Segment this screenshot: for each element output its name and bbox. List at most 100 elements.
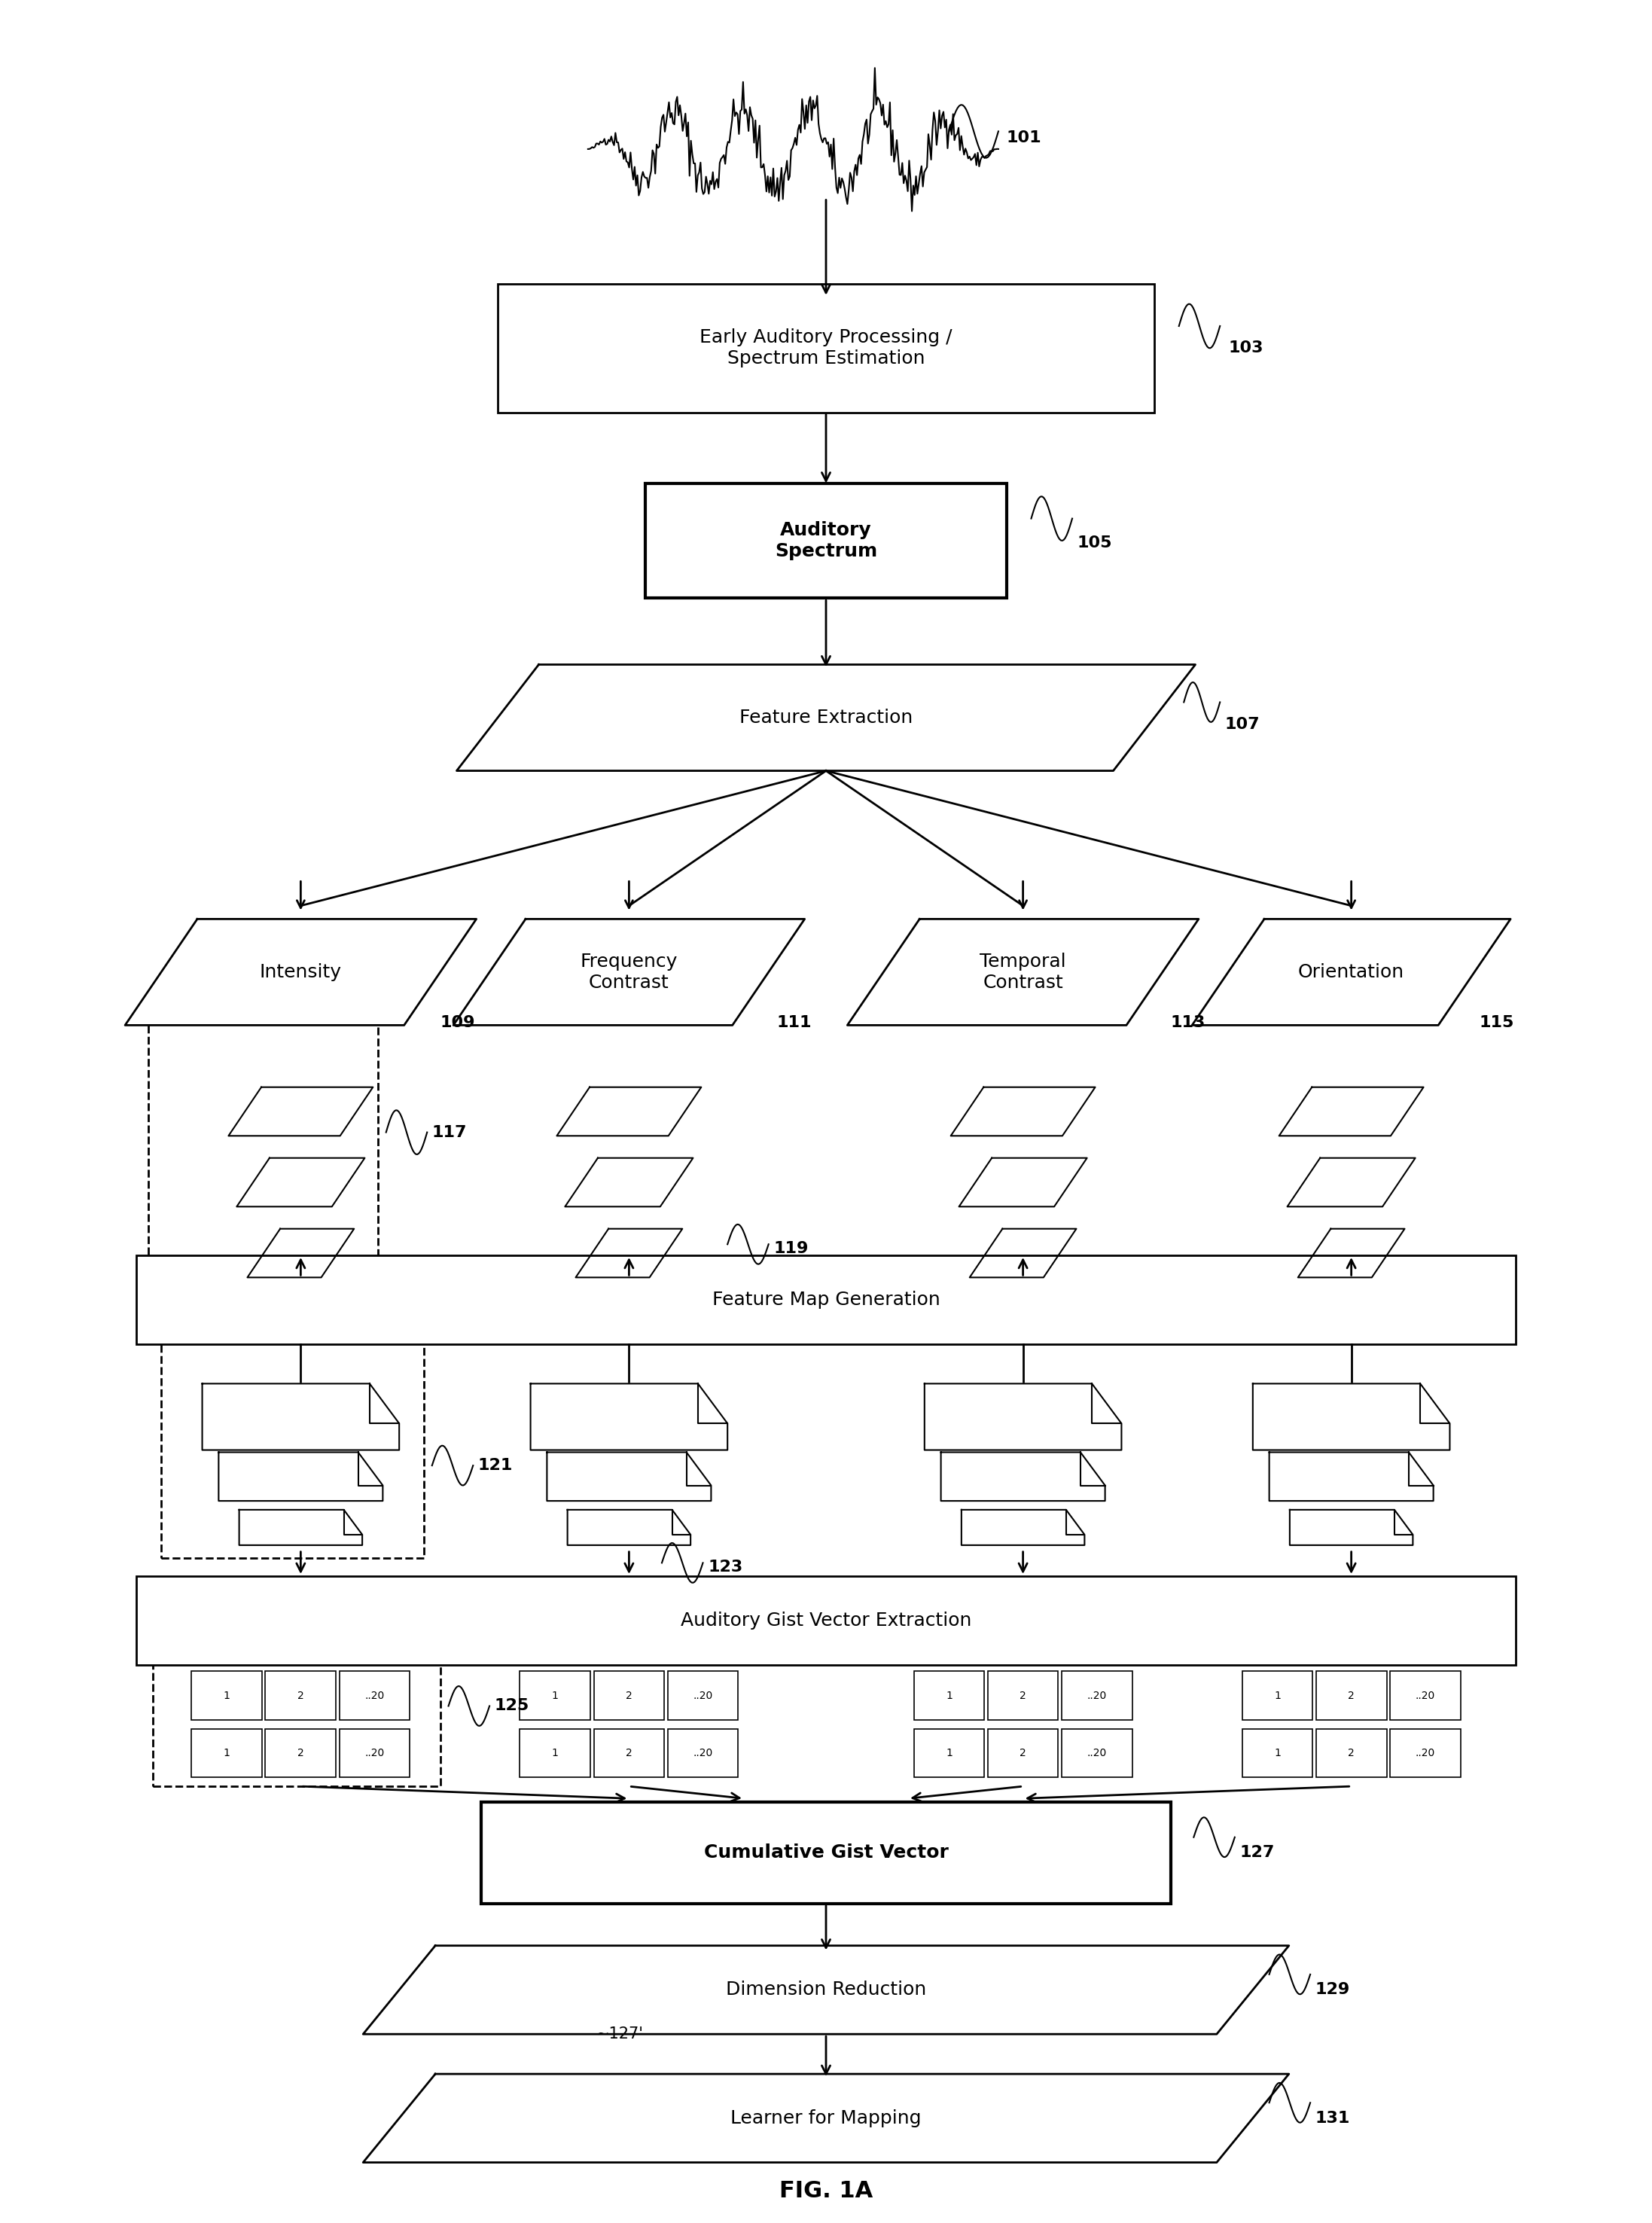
Polygon shape [248, 1229, 354, 1278]
Polygon shape [202, 1383, 400, 1449]
Text: 1: 1 [223, 1747, 230, 1758]
Bar [667, 1672, 738, 1721]
Bar [137, 1576, 1515, 1665]
Bar [339, 1672, 410, 1721]
Polygon shape [925, 1383, 1122, 1449]
Text: 103: 103 [1227, 340, 1264, 356]
Text: Temporal
Contrast: Temporal Contrast [980, 954, 1066, 991]
Bar [266, 1672, 335, 1721]
Bar [988, 1672, 1059, 1721]
Polygon shape [218, 1452, 383, 1501]
Text: 121: 121 [477, 1458, 512, 1474]
Bar [1317, 1672, 1386, 1721]
Text: 1: 1 [947, 1747, 953, 1758]
Text: ..20: ..20 [692, 1747, 712, 1758]
Polygon shape [126, 918, 476, 1025]
Text: Early Auditory Processing /
Spectrum Estimation: Early Auditory Processing / Spectrum Est… [700, 329, 952, 367]
Text: FIG. 1A: FIG. 1A [780, 2181, 872, 2203]
Text: 131: 131 [1315, 2110, 1350, 2125]
Text: ..20: ..20 [1087, 1689, 1107, 1701]
Polygon shape [567, 1509, 691, 1545]
Text: 127: 127 [1239, 1845, 1275, 1861]
Bar [520, 1672, 590, 1721]
Polygon shape [363, 2074, 1289, 2163]
Polygon shape [847, 918, 1199, 1025]
Text: Dimension Reduction: Dimension Reduction [725, 1981, 927, 1998]
Text: ..20: ..20 [1416, 1689, 1436, 1701]
Polygon shape [575, 1229, 682, 1278]
Polygon shape [228, 1087, 373, 1136]
Text: 105: 105 [1077, 536, 1112, 551]
Polygon shape [1287, 1158, 1416, 1207]
Text: Intensity: Intensity [259, 963, 342, 980]
Text: 1: 1 [1274, 1747, 1280, 1758]
Bar [1317, 1729, 1386, 1778]
Polygon shape [557, 1087, 700, 1136]
Text: 1: 1 [552, 1689, 558, 1701]
Polygon shape [1193, 918, 1510, 1025]
Text: 2: 2 [1019, 1689, 1026, 1701]
Bar [154, 1641, 439, 1787]
Text: 2: 2 [1348, 1689, 1355, 1701]
Text: 111: 111 [776, 1016, 811, 1031]
Text: ..20: ..20 [365, 1689, 385, 1701]
Text: 2: 2 [1019, 1747, 1026, 1758]
Polygon shape [1279, 1087, 1424, 1136]
Bar [914, 1729, 985, 1778]
Text: 1: 1 [1274, 1689, 1280, 1701]
Bar [593, 1729, 664, 1778]
Text: Auditory
Spectrum: Auditory Spectrum [775, 520, 877, 560]
Polygon shape [363, 1945, 1289, 2034]
Polygon shape [456, 665, 1196, 771]
Bar [914, 1672, 985, 1721]
Text: 117: 117 [433, 1125, 468, 1140]
Bar [520, 1729, 590, 1778]
Text: 119: 119 [773, 1240, 808, 1256]
Text: 125: 125 [494, 1698, 529, 1714]
Text: 109: 109 [439, 1016, 476, 1031]
Text: 1: 1 [552, 1747, 558, 1758]
Polygon shape [565, 1158, 694, 1207]
Bar [192, 1672, 263, 1721]
Polygon shape [1269, 1452, 1434, 1501]
Text: 2: 2 [297, 1747, 304, 1758]
Polygon shape [1290, 1509, 1412, 1545]
Bar [988, 1729, 1059, 1778]
Text: 113: 113 [1171, 1016, 1206, 1031]
Polygon shape [1252, 1383, 1450, 1449]
Text: ..20: ..20 [365, 1747, 385, 1758]
Polygon shape [530, 1383, 727, 1449]
Polygon shape [240, 1509, 362, 1545]
Text: 123: 123 [707, 1561, 743, 1574]
Text: 2: 2 [626, 1747, 633, 1758]
Bar [667, 1729, 738, 1778]
Bar [497, 285, 1155, 411]
Text: ~127': ~127' [596, 2027, 644, 2041]
Bar [266, 1729, 335, 1778]
Polygon shape [970, 1229, 1077, 1278]
Polygon shape [942, 1452, 1105, 1501]
Text: Feature Extraction: Feature Extraction [740, 709, 912, 727]
Text: Feature Map Generation: Feature Map Generation [712, 1292, 940, 1309]
Bar [1062, 1729, 1132, 1778]
Text: 101: 101 [1006, 131, 1042, 144]
Bar [1389, 1729, 1460, 1778]
Bar [593, 1672, 664, 1721]
Polygon shape [961, 1509, 1085, 1545]
Bar [646, 482, 1006, 598]
Text: 107: 107 [1224, 716, 1260, 731]
Bar [481, 1803, 1171, 1903]
Bar [162, 1327, 425, 1558]
Text: 1: 1 [223, 1689, 230, 1701]
Bar [1389, 1672, 1460, 1721]
Bar [339, 1729, 410, 1778]
Polygon shape [236, 1158, 365, 1207]
Text: 1: 1 [947, 1689, 953, 1701]
Text: Learner for Mapping: Learner for Mapping [730, 2110, 922, 2127]
Text: Frequency
Contrast: Frequency Contrast [580, 954, 677, 991]
Text: Auditory Gist Vector Extraction: Auditory Gist Vector Extraction [681, 1612, 971, 1629]
Polygon shape [547, 1452, 710, 1501]
Text: 2: 2 [626, 1689, 633, 1701]
Text: ..20: ..20 [692, 1689, 712, 1701]
Text: 2: 2 [297, 1689, 304, 1701]
